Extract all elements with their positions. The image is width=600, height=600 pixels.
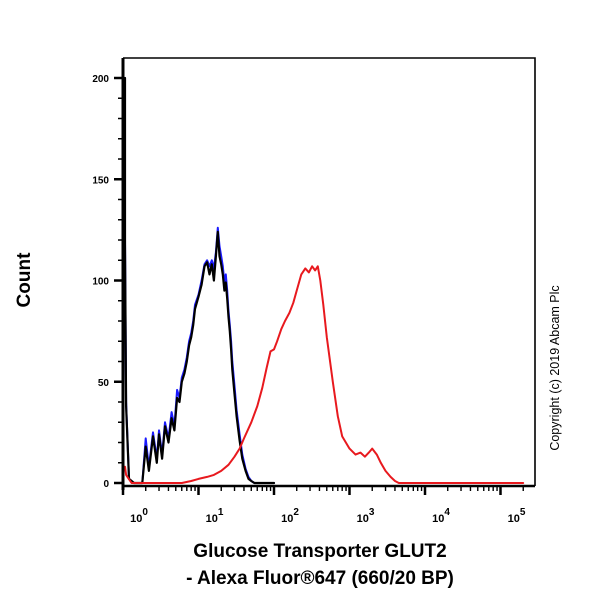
x-axis-title: Glucose Transporter GLUT2 - Alexa Fluor®… bbox=[140, 538, 500, 592]
copyright-text: Copyright (c) 2019 Abcam Plc bbox=[548, 284, 562, 451]
x-tick-label: 104 bbox=[432, 507, 450, 525]
x-tick-label: 103 bbox=[357, 507, 375, 525]
y-tick-label: 0 bbox=[103, 479, 109, 490]
y-axis-title-text: Count bbox=[14, 252, 35, 308]
x-axis-title-line1: Glucose Transporter GLUT2 bbox=[193, 541, 447, 562]
x-tick-label: 100 bbox=[130, 507, 148, 525]
copyright-notice: Copyright (c) 2019 Abcam Plc bbox=[540, 245, 570, 490]
y-axis-title: Count bbox=[10, 240, 40, 320]
series-line-glut2-stained bbox=[124, 265, 525, 484]
x-tick-label: 101 bbox=[206, 507, 224, 525]
y-tick-label: 50 bbox=[98, 378, 110, 389]
y-tick-label: 100 bbox=[92, 277, 109, 288]
y-axis: 0 50 100 150 200 bbox=[92, 58, 125, 490]
y-tick-label: 200 bbox=[92, 74, 109, 85]
series-line-isotype-control bbox=[123, 76, 276, 485]
y-tick-label: 150 bbox=[92, 175, 109, 186]
histogram-series bbox=[123, 76, 525, 485]
x-tick-label: 102 bbox=[281, 507, 299, 525]
x-axis-title-line2: - Alexa Fluor®647 (660/20 BP) bbox=[186, 568, 454, 589]
x-axis: 100 101 102 103 104 105 bbox=[121, 484, 535, 525]
x-tick-label: 105 bbox=[508, 507, 526, 525]
plot-frame bbox=[123, 57, 536, 486]
